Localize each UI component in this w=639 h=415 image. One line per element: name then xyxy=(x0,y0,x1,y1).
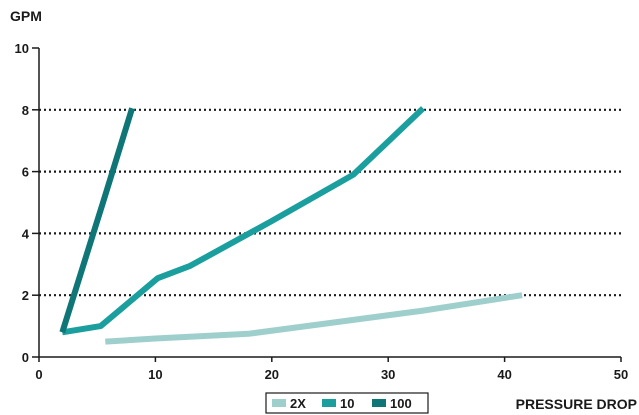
axes xyxy=(38,48,621,358)
legend-swatch-2x xyxy=(272,399,286,407)
x-tick-label-0: 0 xyxy=(35,367,42,382)
legend-label-100: 100 xyxy=(390,396,412,411)
y-axis-title: GPM xyxy=(10,8,42,24)
series-line-2x xyxy=(105,292,523,345)
x-axis-title: PRESSURE DROP xyxy=(516,396,637,412)
y-tick-label-2: 2 xyxy=(22,288,29,303)
legend: 2X 10 100 xyxy=(265,392,429,414)
legend-box xyxy=(265,392,429,414)
y-tick-label-8: 8 xyxy=(22,103,29,118)
y-tick-label-10: 10 xyxy=(15,41,29,56)
x-tick-label-10: 10 xyxy=(148,367,162,382)
y-tick-label-0: 0 xyxy=(22,350,29,365)
y-tick-label-4: 4 xyxy=(22,226,30,241)
series-line-100 xyxy=(59,107,135,334)
grid xyxy=(39,108,621,297)
legend-label-2x: 2X xyxy=(290,396,306,411)
legend-label-10: 10 xyxy=(340,396,354,411)
x-tick-label-50: 50 xyxy=(614,367,628,382)
series-line-10 xyxy=(61,106,426,336)
x-tick-label-20: 20 xyxy=(265,367,279,382)
series xyxy=(59,106,523,345)
ticks: 0 2 4 6 8 10 0 10 20 30 40 50 xyxy=(15,41,629,382)
x-tick-label-40: 40 xyxy=(497,367,511,382)
legend-swatch-10 xyxy=(322,399,336,407)
y-tick-label-6: 6 xyxy=(22,165,29,180)
x-tick-label-30: 30 xyxy=(381,367,395,382)
legend-swatch-100 xyxy=(372,399,386,407)
